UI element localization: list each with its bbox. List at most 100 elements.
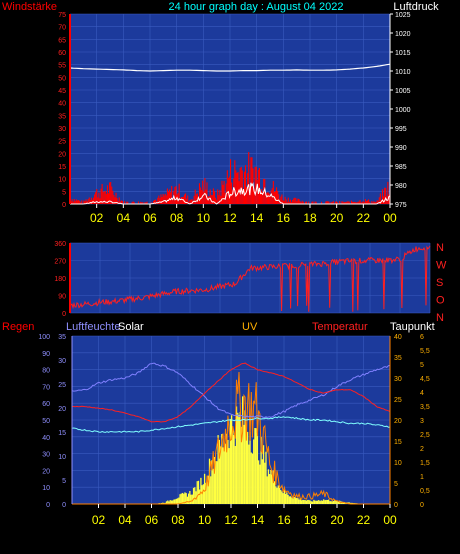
humidity-line	[71, 362, 391, 419]
uv-tick-label-1,5: 1,5	[420, 460, 430, 467]
climate-x-tick-label-18: 18	[304, 513, 318, 527]
wind-tick-label-70: 70	[58, 25, 66, 32]
uv-tick-label-4,5: 4,5	[420, 376, 430, 383]
regen-label: Regen	[2, 321, 34, 333]
wind-tick-label-15: 15	[58, 164, 66, 171]
wind-tick-label-25: 25	[58, 139, 66, 146]
climate-x-tick-label-02: 02	[92, 513, 106, 527]
wind-x-tick-label-00: 00	[383, 211, 397, 225]
compass-label-0: N	[436, 242, 444, 254]
wind-tick-label-55: 55	[58, 63, 66, 70]
wind-tick-label-40: 40	[58, 101, 66, 108]
humidity-temp-tick-label-0: 0	[62, 502, 66, 509]
climate-x-tick-label-04: 04	[118, 513, 132, 527]
pressure-tick-label-1020: 1020	[395, 31, 411, 38]
pressure-line	[69, 63, 391, 72]
direction-tick-label-0: 0	[62, 311, 66, 318]
solar-label: Solar	[118, 321, 144, 333]
uv-tick-label-6: 6	[420, 334, 424, 341]
wind-x-tick-label-20: 20	[330, 211, 344, 225]
climate-marks	[71, 362, 391, 505]
dewpoint-line	[71, 416, 391, 433]
climate-x-tick-label-14: 14	[251, 513, 265, 527]
wind-x-tick-label-12: 12	[223, 211, 237, 225]
wind-x-tick-label-16: 16	[277, 211, 291, 225]
uv-label: UV	[242, 321, 258, 333]
uv-temp-tick-label-10: 10	[394, 460, 402, 467]
pressure-tick-label-975: 975	[395, 202, 407, 209]
uv-temp-tick-label-30: 30	[394, 376, 402, 383]
pressure-axis-ticks: 1025 1020 1015 1010 1005 1000 995 990 985 980 975	[390, 12, 411, 209]
wind-tick-label-60: 60	[58, 50, 66, 57]
wind-direction-line	[69, 245, 431, 312]
direction-tick-label-270: 270	[54, 259, 66, 266]
wind-tick-label-20: 20	[58, 151, 66, 158]
compass-label-4: N	[436, 312, 444, 324]
humidity-temp-tick-label-10: 10	[58, 454, 66, 461]
compass-label-2: S	[436, 277, 443, 289]
humidity-temp-tick-label-5: 5	[62, 478, 66, 485]
uv-temp-tick-label-15: 15	[394, 439, 402, 446]
climate-x-tick-label-12: 12	[224, 513, 238, 527]
climate-panel: Regen Luftfeuchte Solar UV Temperatur Ta…	[2, 321, 435, 527]
humidity-temp-tick-label-30: 30	[58, 358, 66, 365]
regen-tick-label-90: 90	[42, 351, 50, 358]
regen-tick-label-20: 20	[42, 468, 50, 475]
pressure-tick-label-1005: 1005	[395, 88, 411, 95]
wind-x-tick-label-10: 10	[197, 211, 211, 225]
humidity-temp-tick-label-35: 35	[58, 334, 66, 341]
regen-tick-label-30: 30	[42, 452, 50, 459]
pressure-tick-label-995: 995	[395, 126, 407, 133]
pressure-tick-label-980: 980	[395, 183, 407, 190]
regen-tick-label-50: 50	[42, 418, 50, 425]
regen-tick-label-10: 10	[42, 485, 50, 492]
pressure-tick-label-1025: 1025	[395, 12, 411, 19]
pressure-tick-label-1000: 1000	[395, 107, 411, 114]
humidity-temp-tick-label-25: 25	[58, 382, 66, 389]
pressure-tick-label-1010: 1010	[395, 69, 411, 76]
uv-tick-label-0: 0	[420, 502, 424, 509]
climate-x-tick-label-20: 20	[330, 513, 344, 527]
uv-tick-label-5: 5	[420, 362, 424, 369]
climate-x-tick-label-08: 08	[171, 513, 185, 527]
regen-tick-label-0: 0	[46, 502, 50, 509]
direction-tick-label-180: 180	[54, 276, 66, 283]
wind-x-tick-label-08: 08	[170, 211, 184, 225]
wind-tick-label-50: 50	[58, 75, 66, 82]
uv-tick-label-0,5: 0,5	[420, 488, 430, 495]
humidity-label: Luftfeuchte	[66, 321, 120, 333]
dewpoint-label: Taupunkt	[390, 321, 435, 333]
wind-x-tick-label-18: 18	[303, 211, 317, 225]
regen-tick-label-40: 40	[42, 435, 50, 442]
wind-tick-label-45: 45	[58, 88, 66, 95]
climate-x-tick-label-06: 06	[145, 513, 159, 527]
uv-temp-tick-label-25: 25	[394, 397, 402, 404]
direction-axis-ticks: 360 270 180 90 0	[54, 241, 66, 318]
climate-x-ticks: 02 04 06 08 10 12 14 16 18 20 22 00	[92, 504, 397, 527]
uv-temp-tick-label-40: 40	[394, 334, 402, 341]
pressure-tick-label-990: 990	[395, 145, 407, 152]
wind-tick-label-10: 10	[58, 177, 66, 184]
regen-tick-label-60: 60	[42, 401, 50, 408]
pressure-tick-label-985: 985	[395, 164, 407, 171]
wind-grid	[69, 13, 391, 205]
regen-tick-label-70: 70	[42, 384, 50, 391]
uv-tick-label-5,5: 5,5	[420, 348, 430, 355]
wind-x-tick-label-02: 02	[90, 211, 104, 225]
uv-temp-tick-label-20: 20	[394, 418, 402, 425]
regen-tick-label-100: 100	[38, 334, 50, 341]
climate-axis-ticks: 1009080706050403020100353025201510504035…	[38, 334, 430, 509]
chart-title: 24 hour graph day : August 04 2022	[169, 1, 344, 13]
uv-tick-label-4: 4	[420, 390, 424, 397]
pressure-axis-title: Luftdruck	[393, 1, 439, 13]
regen-tick-label-80: 80	[42, 368, 50, 375]
wind-x-ticks: 02 04 06 08 10 12 14 16 18 20 22 00	[90, 204, 397, 225]
wind-tick-label-35: 35	[58, 113, 66, 120]
temperature-line	[71, 362, 391, 423]
wind-marks	[69, 63, 391, 205]
wind-tick-label-75: 75	[58, 12, 66, 19]
